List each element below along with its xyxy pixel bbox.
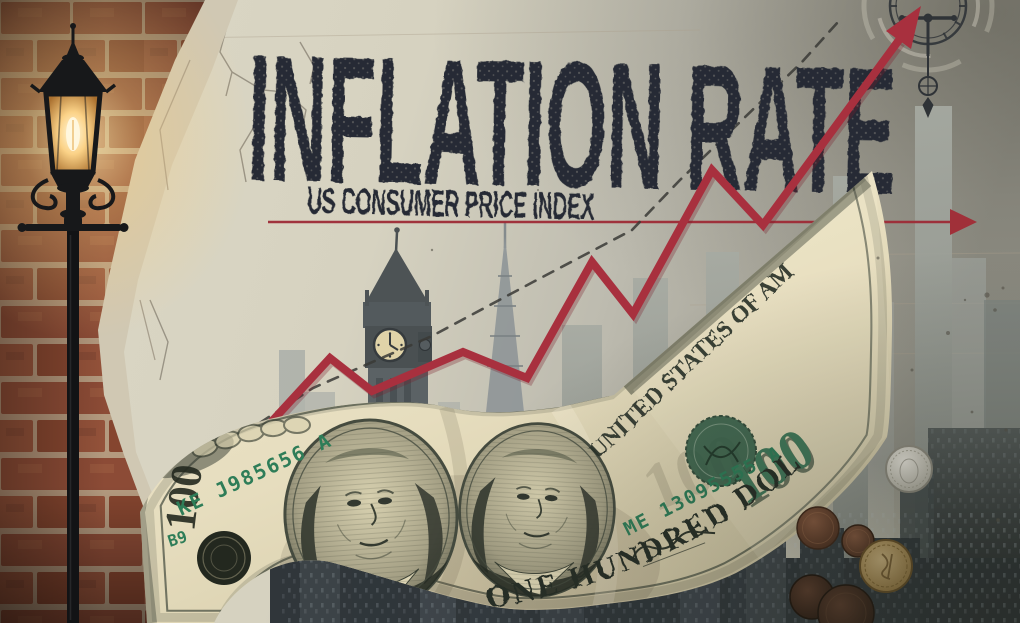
poster-canvas: INFLATION RATE INFLATION RATE US CONSUME… <box>0 0 1020 623</box>
inflation-poster: INFLATION RATE INFLATION RATE US CONSUME… <box>0 0 1020 623</box>
vignette-overlay <box>0 0 1020 623</box>
